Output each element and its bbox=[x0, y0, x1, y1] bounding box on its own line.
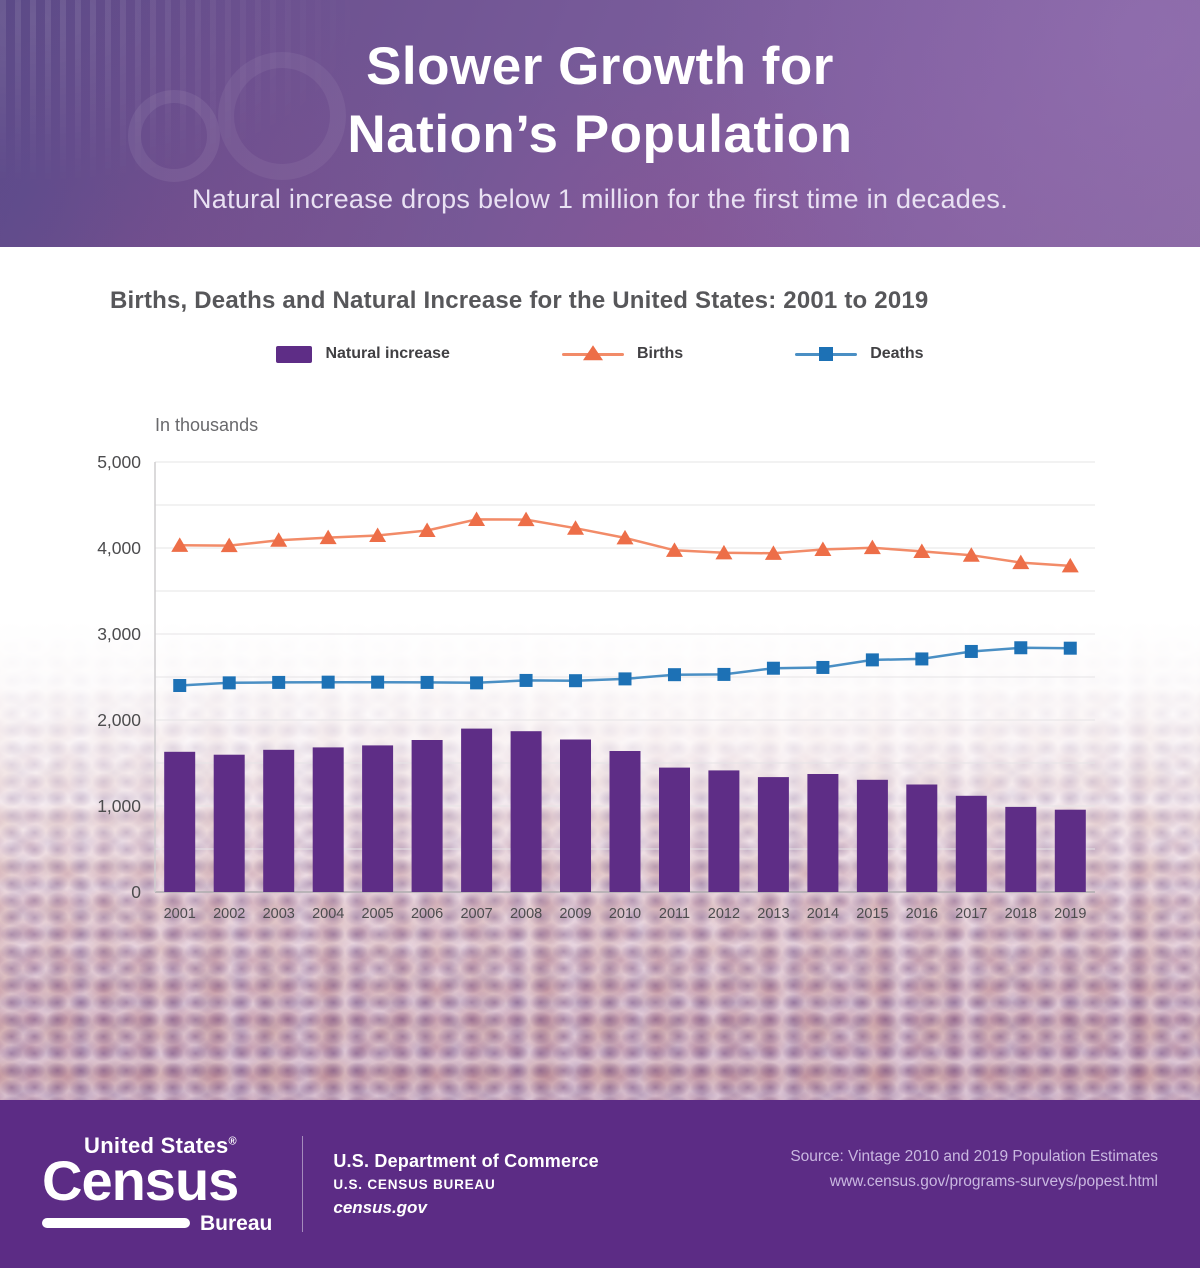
department-block: U.S. Department of Commerce U.S. CENSUS … bbox=[333, 1152, 598, 1216]
source-url: www.census.gov/programs-surveys/popest.h… bbox=[829, 1173, 1158, 1190]
line-deaths bbox=[173, 641, 1077, 693]
page-title: Slower Growth for Nation’s Population bbox=[0, 33, 1200, 169]
chart-title: Births, Deaths and Natural Increase for … bbox=[110, 287, 929, 314]
source-line: Source: Vintage 2010 and 2019 Population… bbox=[790, 1148, 1158, 1166]
svg-text:2017: 2017 bbox=[955, 906, 987, 922]
page-title-line1: Slower Growth for bbox=[366, 37, 834, 96]
triangle-marker-icon bbox=[582, 345, 603, 361]
content-area: Births, Deaths and Natural Increase for … bbox=[0, 247, 1200, 1100]
legend-item-births: Births bbox=[561, 345, 684, 363]
logo-united-states: United States® bbox=[42, 1132, 272, 1158]
svg-text:2019: 2019 bbox=[1054, 906, 1086, 922]
registered-mark-icon: ® bbox=[228, 1135, 237, 1148]
svg-text:2014: 2014 bbox=[807, 906, 839, 922]
logo-bureau-text: Bureau bbox=[200, 1211, 273, 1235]
bars-natural-increase bbox=[164, 728, 1086, 892]
natural-increase-swatch-icon bbox=[276, 345, 313, 363]
svg-text:2007: 2007 bbox=[460, 906, 492, 922]
svg-text:2,000: 2,000 bbox=[97, 710, 141, 730]
svg-text:2016: 2016 bbox=[906, 906, 938, 922]
svg-text:2001: 2001 bbox=[164, 906, 196, 922]
crowd-photo bbox=[0, 620, 1200, 1100]
source-block: Source: Vintage 2010 and 2019 Population… bbox=[790, 1145, 1158, 1195]
page-subtitle: Natural increase drops below 1 million f… bbox=[191, 183, 1009, 214]
legend-label-natural-increase: Natural increase bbox=[325, 345, 450, 362]
legend-item-deaths: Deaths bbox=[795, 345, 924, 363]
footer-divider bbox=[302, 1136, 304, 1232]
y-axis-labels: 0 1,000 2,000 3,000 4,000 5,000 bbox=[97, 452, 141, 902]
page-title-line2: Nation’s Population bbox=[347, 104, 853, 164]
svg-text:2002: 2002 bbox=[213, 906, 245, 922]
svg-text:2005: 2005 bbox=[361, 906, 393, 922]
x-axis-labels: 2001 2002 2003 2004 2005 2006 2007 2008 2009 2010… bbox=[164, 906, 1087, 922]
svg-text:4,000: 4,000 bbox=[97, 538, 141, 558]
legend-item-natural-increase: Natural increase bbox=[276, 345, 450, 363]
svg-text:2008: 2008 bbox=[510, 906, 542, 922]
svg-text:2013: 2013 bbox=[757, 906, 789, 922]
svg-text:2010: 2010 bbox=[609, 906, 641, 922]
census-bureau-label: U.S. CENSUS BUREAU bbox=[333, 1177, 496, 1193]
legend-label-births: Births bbox=[636, 345, 684, 362]
header-banner: Slower Growth for Nation’s Population Nat… bbox=[0, 0, 1200, 247]
births-line-triangle-icon bbox=[561, 345, 624, 361]
svg-text:2009: 2009 bbox=[559, 906, 591, 922]
logo-bureau-row: Bureau bbox=[42, 1213, 272, 1234]
logo-census: Census bbox=[42, 1148, 239, 1212]
svg-text:0: 0 bbox=[131, 882, 141, 902]
svg-text:2003: 2003 bbox=[263, 906, 295, 922]
svg-text:2004: 2004 bbox=[312, 906, 344, 922]
axis-unit-label: In thousands bbox=[155, 415, 259, 435]
svg-text:5,000: 5,000 bbox=[97, 452, 141, 472]
department-of-commerce-label: U.S. Department of Commerce bbox=[333, 1151, 599, 1172]
svg-text:1,000: 1,000 bbox=[97, 796, 141, 816]
logo-underline-bar bbox=[42, 1218, 190, 1228]
deaths-line-square-icon bbox=[795, 347, 858, 361]
chart-legend: Natural increase Births Deaths bbox=[0, 345, 1200, 363]
footer: United States® Census Bureau U.S. Depart… bbox=[0, 1100, 1200, 1268]
svg-text:2018: 2018 bbox=[1005, 906, 1037, 922]
svg-text:2015: 2015 bbox=[856, 906, 888, 922]
svg-text:2011: 2011 bbox=[659, 906, 690, 922]
census-gov-label: census.gov bbox=[333, 1197, 427, 1217]
line-births bbox=[171, 511, 1079, 573]
logo-united-states-text: United States bbox=[84, 1132, 229, 1158]
svg-text:2012: 2012 bbox=[708, 906, 740, 922]
svg-text:3,000: 3,000 bbox=[97, 624, 141, 644]
census-bureau-logo: United States® Census Bureau bbox=[42, 1132, 272, 1234]
legend-label-deaths: Deaths bbox=[870, 345, 924, 362]
header-text-block: Slower Growth for Nation’s Population Nat… bbox=[0, 33, 1200, 215]
square-marker-icon bbox=[819, 347, 834, 361]
svg-text:2006: 2006 bbox=[411, 906, 443, 922]
